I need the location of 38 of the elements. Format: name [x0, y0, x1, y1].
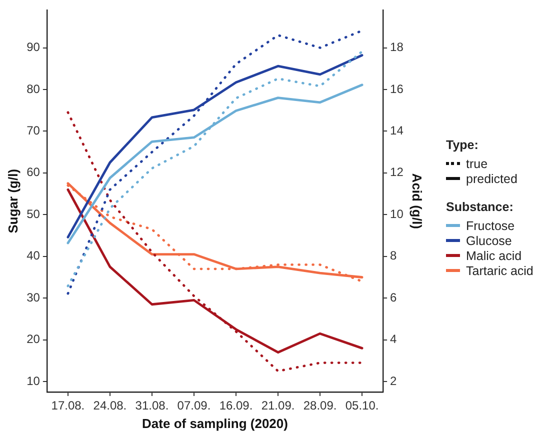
x-tick-label: 28.09.	[303, 398, 337, 413]
text: predicted	[465, 171, 518, 186]
y2-tick-label: 12	[390, 165, 404, 180]
y-tick-label: 40	[26, 248, 40, 263]
y2-tick-label: 16	[390, 82, 404, 96]
y2-tick-label: 18	[390, 40, 404, 54]
line-series	[66, 111, 364, 372]
y-axis-title: Sugar (g/l)	[5, 168, 20, 234]
text: true	[465, 156, 489, 171]
y2-tick-label: 2	[390, 374, 398, 388]
text: Type:	[446, 138, 480, 152]
x-tick-label: 17.08.	[51, 398, 85, 413]
x-tick-label: 31.08.	[135, 398, 169, 413]
x-tick-label: 24.08.	[93, 398, 127, 413]
legend-label: Fructose	[465, 218, 516, 233]
x-tick-label: 21.09.	[261, 398, 295, 413]
y-tick-label: 60	[26, 165, 40, 180]
x-tick-label: 05.10.	[345, 398, 379, 413]
legend-label: Glucose	[465, 233, 513, 248]
y2-tick-label: 10	[390, 206, 404, 221]
x-axis-title: Date of sampling (2020)	[142, 416, 288, 431]
y2-axis-title: Acid (g/l)	[410, 173, 425, 229]
y2-tick-label: 14	[390, 124, 404, 138]
y-tick-label: 90	[26, 40, 40, 54]
legend-title: Substance:	[446, 200, 514, 214]
y-tick-label: 20	[26, 332, 40, 346]
y-tick-label: 30	[26, 290, 40, 304]
x-tick-label: 16.09.	[219, 398, 253, 413]
y-tick-label: 70	[26, 124, 40, 138]
x-tick-label: 07.09.	[177, 398, 211, 413]
legend-label: Tartaric acid	[465, 263, 534, 278]
y-tick-label: 10	[26, 374, 40, 388]
y2-tick-label: 6	[390, 290, 398, 304]
y2-tick-label: 4	[390, 332, 398, 346]
y2-tick-label: 8	[390, 248, 398, 263]
y-tick-label: 50	[26, 206, 40, 221]
legend-label: Malic acid	[465, 248, 523, 263]
y-tick-label: 80	[26, 82, 40, 96]
